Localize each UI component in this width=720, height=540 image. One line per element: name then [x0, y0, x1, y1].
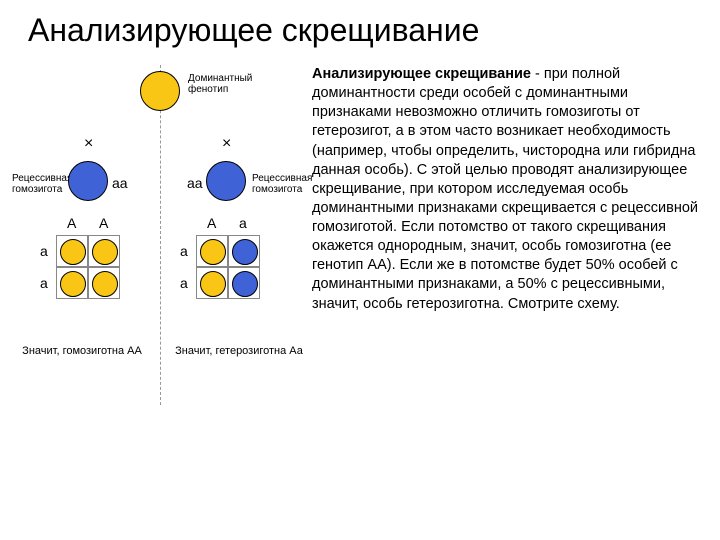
- recessive-circle-left: [68, 161, 108, 201]
- punnett-cell: [56, 235, 88, 267]
- offspring-circle: [232, 239, 258, 265]
- body-rest: - при полной доминантности среди особей …: [312, 66, 698, 312]
- cross-right: ×: [222, 135, 231, 153]
- col-allele: a: [239, 215, 247, 231]
- offspring-circle: [200, 239, 226, 265]
- offspring-circle: [232, 271, 258, 297]
- row-allele: a: [180, 243, 188, 259]
- recessive-circle-right: [206, 161, 246, 201]
- offspring-circle: [200, 271, 226, 297]
- row-allele: a: [180, 275, 188, 291]
- offspring-circle: [60, 271, 86, 297]
- cross-left: ×: [84, 135, 93, 153]
- aa-left: аа: [112, 175, 128, 191]
- recessive-label-right: Рецессивная гомозигота: [252, 173, 308, 195]
- offspring-circle: [92, 271, 118, 297]
- punnett-cell: [56, 267, 88, 299]
- page-title: Анализирующее скрещивание: [0, 0, 720, 49]
- punnett-cell: [196, 267, 228, 299]
- body-text: Анализирующее скрещивание - при полной д…: [312, 65, 708, 314]
- punnett-cell: [196, 235, 228, 267]
- row-allele: a: [40, 243, 48, 259]
- col-allele: A: [207, 215, 216, 231]
- genetics-diagram: Доминантный фенотип × × Рецессивная гомо…: [12, 65, 312, 314]
- col-allele: A: [99, 215, 108, 231]
- col-allele: A: [67, 215, 76, 231]
- offspring-circle: [92, 239, 118, 265]
- offspring-circle: [60, 239, 86, 265]
- caption-left: Значит, гомозиготна АА: [12, 345, 152, 357]
- dominant-label: Доминантный фенотип: [188, 73, 252, 95]
- body-lead: Анализирующее скрещивание: [312, 66, 531, 82]
- content-area: Доминантный фенотип × × Рецессивная гомо…: [0, 49, 720, 314]
- punnett-cell: [88, 235, 120, 267]
- recessive-label-left: Рецессивная гомозигота: [12, 173, 64, 195]
- row-allele: a: [40, 275, 48, 291]
- aa-right: аа: [187, 175, 203, 191]
- punnett-cell: [228, 235, 260, 267]
- caption-right: Значит, гетерозиготна Аа: [164, 345, 314, 357]
- dominant-circle: [140, 71, 180, 111]
- punnett-cell: [88, 267, 120, 299]
- punnett-cell: [228, 267, 260, 299]
- vertical-divider: [160, 65, 161, 405]
